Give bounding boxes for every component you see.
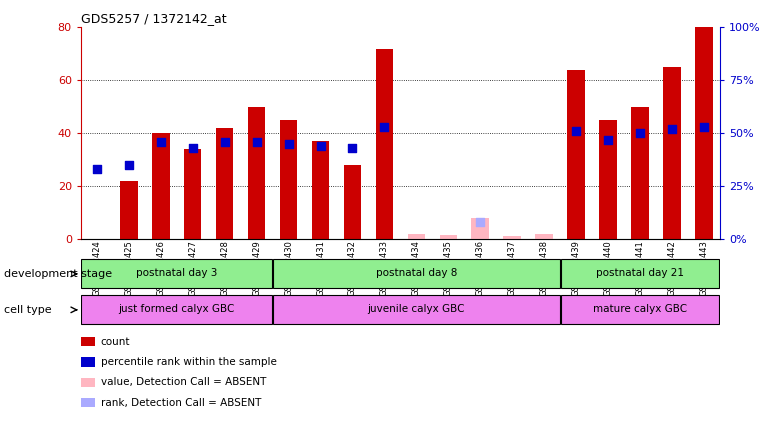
Bar	[216, 128, 233, 239]
Point	[346, 145, 359, 151]
Text: development stage: development stage	[4, 269, 112, 279]
Bar	[561, 259, 719, 288]
Bar	[248, 107, 266, 239]
Text: juvenile calyx GBC: juvenile calyx GBC	[367, 304, 465, 314]
Point	[570, 128, 582, 135]
Text: percentile rank within the sample: percentile rank within the sample	[101, 357, 276, 367]
Point	[91, 166, 103, 173]
Text: just formed calyx GBC: just formed calyx GBC	[119, 304, 235, 314]
Bar	[471, 218, 489, 239]
Bar	[567, 70, 585, 239]
Text: GDS5257 / 1372142_at: GDS5257 / 1372142_at	[81, 12, 226, 25]
Bar	[535, 234, 553, 239]
Bar	[504, 236, 521, 239]
Text: mature calyx GBC: mature calyx GBC	[593, 304, 687, 314]
Text: postnatal day 21: postnatal day 21	[596, 268, 684, 278]
Point	[698, 124, 710, 130]
Point	[666, 126, 678, 132]
Text: value, Detection Call = ABSENT: value, Detection Call = ABSENT	[101, 377, 266, 387]
Point	[219, 138, 231, 145]
Bar	[376, 49, 393, 239]
Point	[250, 138, 263, 145]
Point	[186, 145, 199, 151]
Text: rank, Detection Call = ABSENT: rank, Detection Call = ABSENT	[101, 398, 261, 408]
Bar	[280, 120, 297, 239]
Point	[474, 219, 487, 225]
Bar	[312, 141, 330, 239]
Text: cell type: cell type	[4, 305, 52, 315]
Bar	[273, 259, 560, 288]
Bar	[343, 165, 361, 239]
Point	[283, 140, 295, 147]
Bar	[631, 107, 649, 239]
Bar	[561, 295, 719, 324]
Bar	[82, 259, 272, 288]
Text: postnatal day 8: postnatal day 8	[376, 268, 457, 278]
Bar	[120, 181, 138, 239]
Bar	[273, 295, 560, 324]
Point	[602, 136, 614, 143]
Bar	[695, 27, 713, 239]
Bar	[184, 149, 202, 239]
Bar	[440, 235, 457, 239]
Bar	[663, 67, 681, 239]
Bar	[599, 120, 617, 239]
Bar	[407, 234, 425, 239]
Point	[155, 138, 167, 145]
Bar	[82, 295, 272, 324]
Text: postnatal day 3: postnatal day 3	[136, 268, 217, 278]
Point	[122, 162, 135, 168]
Point	[634, 130, 646, 137]
Point	[378, 124, 390, 130]
Point	[314, 143, 326, 149]
Bar	[152, 133, 169, 239]
Text: count: count	[101, 337, 130, 347]
